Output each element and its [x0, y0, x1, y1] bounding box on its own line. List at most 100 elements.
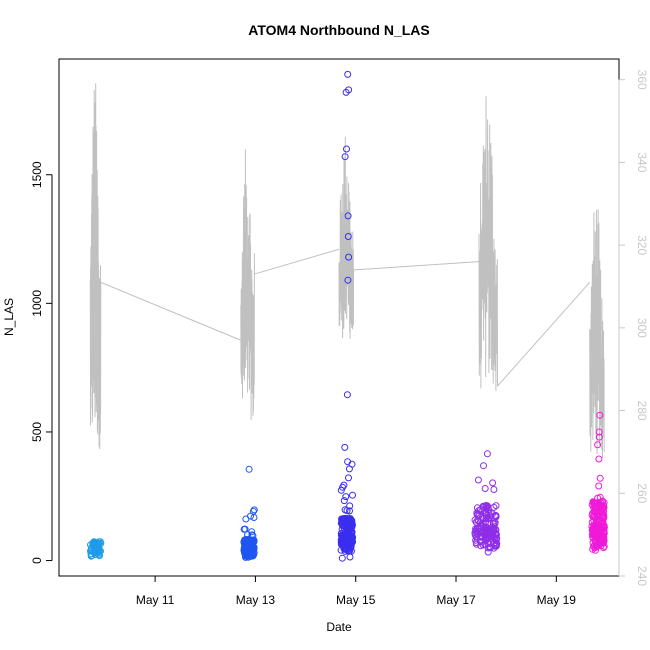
- data-point: [250, 514, 258, 521]
- data-point: [492, 541, 500, 549]
- data-point: [486, 531, 494, 539]
- data-point: [345, 253, 353, 261]
- data-point: [247, 537, 255, 544]
- data-point: [590, 529, 598, 536]
- data-point: [478, 533, 486, 541]
- secondary-y-tick-label: 260: [635, 483, 649, 503]
- data-point: [480, 462, 487, 470]
- x-tick-label: May 13: [236, 593, 276, 607]
- line-series: [89, 83, 605, 458]
- data-point: [489, 479, 497, 487]
- data-point: [595, 433, 603, 441]
- x-axis-label: Date: [326, 620, 352, 634]
- data-point: [90, 540, 98, 548]
- data-point: [346, 553, 354, 561]
- secondary-y-tick-label: 300: [635, 318, 649, 338]
- data-point: [346, 507, 353, 515]
- data-point: [483, 450, 491, 458]
- data-point: [245, 465, 253, 473]
- data-point: [594, 441, 602, 449]
- data-point: [482, 535, 490, 543]
- data-point: [250, 506, 258, 514]
- data-point: [344, 525, 352, 533]
- data-point: [491, 518, 499, 526]
- data-point: [490, 503, 498, 511]
- data-point: [343, 391, 351, 399]
- data-point: [241, 525, 249, 533]
- data-point: [594, 530, 602, 538]
- scatter-points: [87, 70, 608, 562]
- data-point: [349, 491, 356, 499]
- data-point: [475, 524, 483, 532]
- data-point: [95, 549, 103, 557]
- data-point: [493, 540, 501, 547]
- line-connector: [100, 281, 241, 341]
- y-axis: 0 500 1000 1500: [30, 161, 53, 564]
- data-point: [340, 497, 348, 505]
- data-point: [348, 460, 356, 468]
- data-point: [345, 86, 353, 94]
- data-point: [342, 533, 350, 541]
- data-point: [244, 547, 252, 555]
- data-point: [341, 443, 349, 451]
- data-point: [244, 531, 252, 539]
- data-point: [595, 455, 603, 463]
- data-point: [247, 512, 254, 520]
- data-point: [249, 545, 257, 553]
- line-segment: [89, 83, 102, 450]
- data-point: [345, 534, 353, 542]
- data-point: [97, 539, 105, 547]
- data-point: [341, 541, 349, 549]
- data-point: [341, 544, 349, 552]
- data-point: [596, 411, 604, 419]
- data-point: [483, 502, 491, 510]
- secondary-y-axis: 240 260 280 300 320 340 360: [618, 70, 649, 586]
- data-point: [344, 276, 352, 284]
- data-point: [338, 554, 346, 562]
- data-point: [479, 541, 487, 549]
- data-point: [599, 515, 607, 522]
- data-point: [593, 537, 601, 545]
- secondary-y-tick-label: 320: [635, 235, 649, 255]
- data-point: [599, 534, 607, 542]
- data-point: [595, 482, 603, 490]
- data-point: [486, 543, 493, 551]
- data-point: [481, 485, 489, 492]
- y-axis-label: N_LAS: [2, 298, 16, 336]
- data-point: [471, 516, 479, 524]
- data-point: [339, 483, 347, 491]
- data-point: [600, 499, 608, 507]
- data-point: [589, 498, 597, 506]
- data-point: [343, 145, 350, 153]
- data-point: [344, 233, 352, 240]
- data-point: [473, 533, 481, 541]
- data-point: [492, 526, 500, 534]
- data-point: [344, 212, 352, 220]
- data-point: [592, 505, 600, 513]
- data-point: [600, 508, 607, 515]
- x-tick-label: May 11: [136, 593, 175, 607]
- line-connector: [353, 261, 480, 271]
- data-point: [346, 518, 354, 526]
- secondary-y-tick-label: 240: [635, 566, 649, 586]
- y-tick-label: 0: [30, 557, 44, 564]
- line-connector: [254, 248, 340, 275]
- data-point: [593, 517, 600, 525]
- data-point: [597, 539, 604, 547]
- secondary-y-tick-label: 340: [635, 152, 649, 172]
- x-tick-label: May 17: [436, 593, 476, 607]
- data-point: [600, 524, 608, 532]
- data-point: [590, 517, 598, 525]
- chart-title: ATOM4 Northbound N_LAS: [248, 22, 429, 38]
- data-point: [482, 515, 490, 523]
- data-point: [345, 474, 352, 482]
- y-tick-label: 1500: [30, 161, 44, 188]
- x-axis: May 11 May 13 May 15 May 17 May 19: [136, 575, 576, 607]
- y-tick-label: 500: [30, 422, 44, 442]
- data-point: [344, 70, 352, 78]
- data-point: [595, 428, 603, 436]
- data-point: [595, 527, 603, 535]
- data-point: [240, 546, 248, 553]
